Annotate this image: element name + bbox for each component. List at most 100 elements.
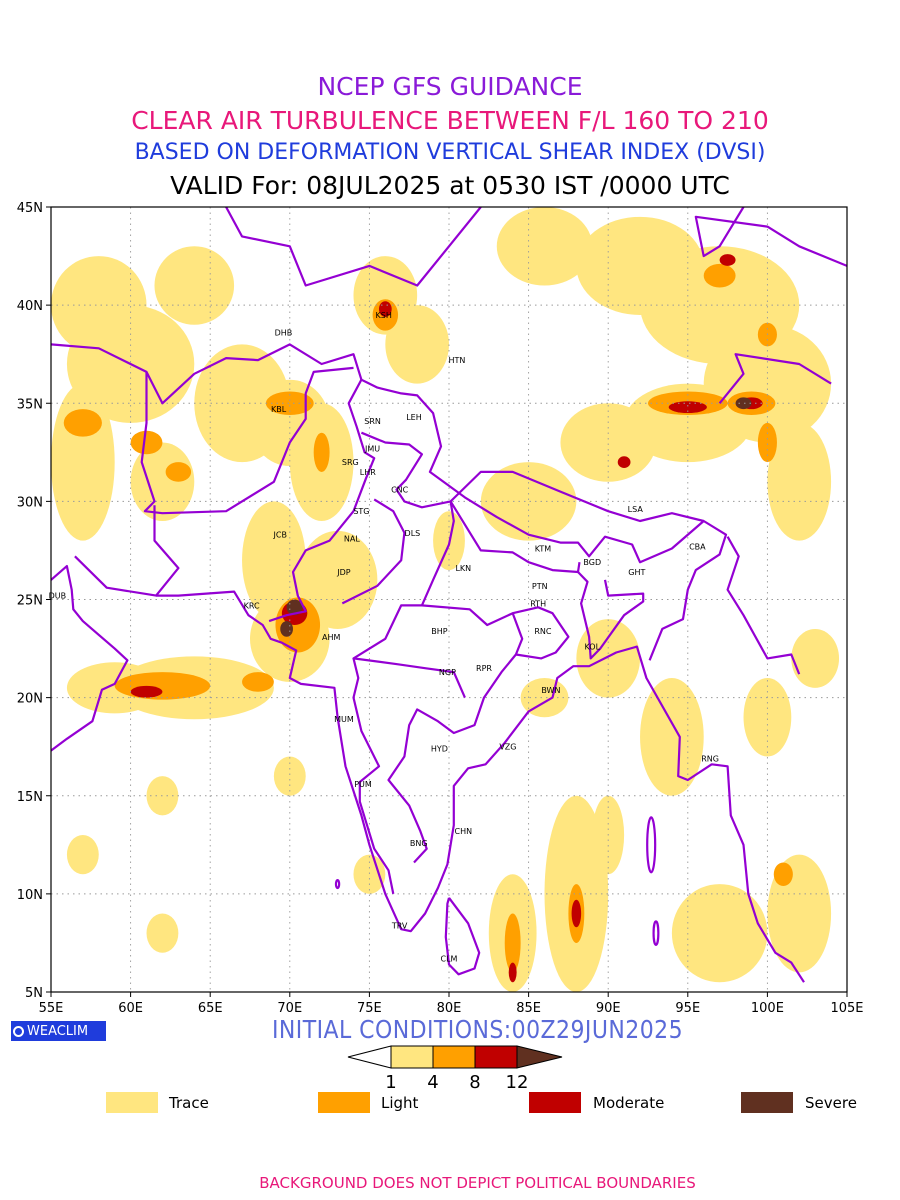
station-ght: GHT <box>628 568 645 577</box>
valid-time: VALID For: 08JUL2025 at 0530 IST /0000 U… <box>170 171 730 200</box>
boundary-line <box>718 353 832 404</box>
legend-swatch-severe <box>741 1092 793 1113</box>
lon-label: 75E <box>357 1001 382 1016</box>
station-ksh: KSH <box>376 311 392 320</box>
lat-label: 35N <box>17 397 43 412</box>
turbulence-cell <box>508 962 517 983</box>
initial-conditions: INITIAL CONDITIONS:00Z29JUN2025 <box>271 1015 684 1044</box>
turbulence-cell <box>504 913 521 973</box>
boundary-line <box>153 505 180 597</box>
color-scale-bar: 1 4 8 12 <box>347 1045 563 1093</box>
boundary-line <box>225 207 482 287</box>
turbulence-cell <box>51 383 115 541</box>
turbulence-cell <box>63 409 102 437</box>
boundary-line <box>726 536 801 675</box>
boundary-line <box>353 657 466 699</box>
chart-subtitle-turbulence: CLEAR AIR TURBULENCE BETWEEN F/L 160 TO … <box>131 106 769 135</box>
legend-swatch-trace <box>106 1092 158 1113</box>
station-rth: RTH <box>530 599 546 608</box>
lat-label: 20N <box>17 692 43 707</box>
lat-label: 15N <box>17 790 43 805</box>
legend-label-severe: Severe <box>805 1094 857 1112</box>
island-outline <box>652 920 660 946</box>
boundary-line <box>51 564 129 752</box>
latitude-labels: 45N 40N 35N 30N 25N 20N 15N 10N 5N <box>17 201 43 1001</box>
boundary-line <box>694 207 847 267</box>
longitude-labels: 55E 60E 65E 70E 75E 80E 85E 90E 95E 100E 105E <box>39 1001 864 1016</box>
station-kol: KOL <box>584 643 600 652</box>
station-leh: LEH <box>406 413 422 422</box>
turbulence-cell <box>757 422 777 463</box>
station-chn: CHN <box>455 827 473 836</box>
turbulence-cell <box>571 899 582 928</box>
boundary-line <box>140 366 354 515</box>
scale-tick-label: 12 <box>506 1072 529 1093</box>
boundary-line <box>352 431 455 895</box>
turbulence-cell <box>66 835 99 875</box>
axis-ticks <box>46 206 848 997</box>
lon-label: 90E <box>596 1001 621 1016</box>
logo-text: WEACLIM <box>27 1023 89 1039</box>
station-dls: DLS <box>405 529 421 538</box>
lat-label: 30N <box>17 495 43 510</box>
boundary-line <box>512 606 570 660</box>
turbulence-contours <box>51 207 840 992</box>
turbulence-cell <box>280 621 293 637</box>
lon-label: 105E <box>830 1001 863 1016</box>
lon-label: 100E <box>751 1001 784 1016</box>
scale-left-arrow <box>347 1045 392 1069</box>
station-jcb: JCB <box>273 531 287 540</box>
turbulence-cell <box>671 884 768 983</box>
lon-label: 70E <box>277 1001 302 1016</box>
turbulence-cell <box>286 599 303 616</box>
turbulence-cell <box>496 207 593 286</box>
turbulence-cell <box>265 391 314 416</box>
station-srg: SRG <box>342 458 359 467</box>
station-cba: CBA <box>689 543 706 552</box>
station-srn: SRN <box>364 417 381 426</box>
turbulence-cell <box>743 678 792 757</box>
lat-label: 5N <box>25 986 43 1001</box>
station-htn: HTN <box>449 356 466 365</box>
station-krc: KRC <box>244 601 260 610</box>
boundary-line <box>444 897 481 976</box>
station-stg: STG <box>353 507 369 516</box>
station-ptn: PTN <box>532 582 548 591</box>
turbulence-cell <box>480 462 577 541</box>
logo-ring-icon <box>13 1025 24 1037</box>
scale-segment <box>390 1045 434 1069</box>
lat-label: 45N <box>17 201 43 216</box>
lon-label: 60E <box>118 1001 143 1016</box>
turbulence-cell <box>165 462 192 482</box>
turbulence-cell <box>130 685 163 698</box>
boundary-line <box>51 343 363 405</box>
station-jdp: JDP <box>336 568 351 577</box>
station-mum: MUM <box>334 715 354 724</box>
turbulence-cell <box>617 456 631 469</box>
turbulence-cell <box>668 401 707 414</box>
lon-label: 65E <box>198 1001 223 1016</box>
legend-label-trace: Trace <box>169 1094 209 1112</box>
turbulence-cell <box>313 432 330 472</box>
boundary-line <box>360 378 728 661</box>
lat-lon-grid <box>51 207 847 992</box>
station-dub: DUB <box>49 592 67 601</box>
turbulence-cell <box>735 397 752 410</box>
boundary-line <box>74 555 805 983</box>
station-rng: RNG <box>701 754 719 763</box>
boundary-line <box>387 604 524 864</box>
scale-segment <box>432 1045 476 1069</box>
turbulence-cell <box>297 530 378 629</box>
scale-tick-label: 1 <box>385 1072 396 1093</box>
station-nal: NAL <box>344 535 360 544</box>
turbulence-cell <box>640 678 704 796</box>
boundary-line <box>449 470 704 523</box>
station-hyd: HYD <box>431 745 448 754</box>
turbulence-cell <box>353 854 386 894</box>
station-rpr: RPR <box>476 664 492 673</box>
station-bgd: BGD <box>583 558 601 567</box>
turbulence-cell <box>130 442 195 521</box>
scale-segment <box>474 1045 518 1069</box>
turbulence-cell <box>560 403 656 482</box>
